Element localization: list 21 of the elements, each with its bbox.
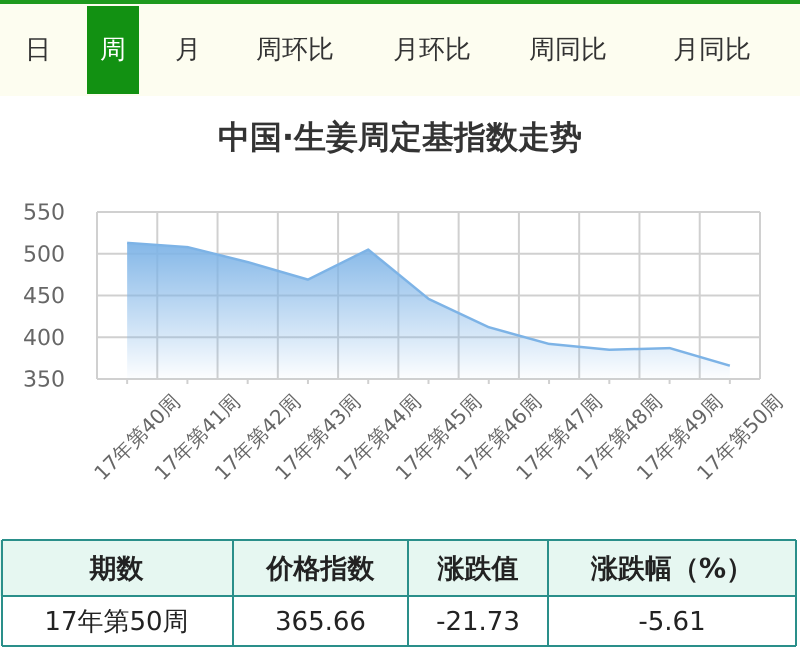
text: 月同比	[673, 35, 751, 65]
text: 价格指数	[266, 553, 376, 584]
text: -5.61	[638, 607, 706, 638]
text: 17年第50周	[44, 607, 189, 638]
text: 周	[100, 35, 126, 65]
text: 365.66	[275, 607, 366, 638]
y-tick-label: 500	[23, 242, 65, 268]
text: 月环比	[393, 35, 471, 65]
text: -21.73	[436, 607, 520, 638]
chart-title: 中国·生姜周定基指数走势	[218, 118, 582, 156]
text: 涨跌幅（%）	[590, 553, 754, 584]
y-tick-label: 450	[23, 284, 65, 310]
text: 月	[175, 35, 201, 65]
text: 期数	[88, 553, 144, 584]
text: 周环比	[256, 35, 334, 65]
y-tick-label: 400	[23, 326, 65, 351]
text: 涨跌值	[436, 553, 518, 584]
y-tick-label: 350	[23, 368, 65, 393]
text: 日	[25, 35, 51, 65]
y-tick-label: 550	[23, 200, 65, 226]
text: 周同比	[529, 35, 607, 65]
